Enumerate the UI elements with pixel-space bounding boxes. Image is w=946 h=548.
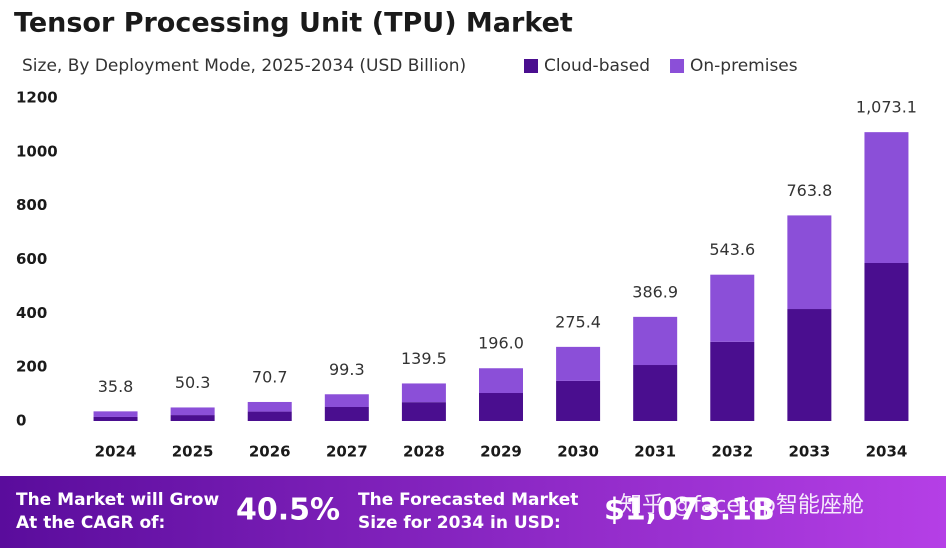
- x-tick-label: 2024: [95, 443, 137, 461]
- legend-label: Cloud-based: [544, 56, 650, 76]
- total-label: 543.6: [709, 240, 755, 259]
- x-tick-label: 2028: [403, 443, 445, 461]
- bar-segment: [710, 341, 755, 421]
- total-label: 763.8: [786, 181, 832, 200]
- total-label: 196.0: [478, 334, 524, 353]
- footer-value: $1,073.1B: [604, 493, 775, 528]
- bar-segment: [864, 132, 909, 263]
- bar-segment: [401, 402, 446, 421]
- y-tick-label: 0: [16, 412, 26, 430]
- total-label: 1,073.1: [856, 98, 917, 117]
- bar-segment: [633, 316, 678, 366]
- x-tick-label: 2031: [634, 443, 676, 461]
- legend-swatch: [670, 59, 685, 73]
- total-label: 50.3: [175, 373, 211, 392]
- legend: Cloud-based On-premises: [524, 56, 798, 76]
- chart-title: Tensor Processing Unit (TPU) Market: [14, 8, 573, 39]
- bar-segment: [324, 407, 369, 421]
- bar-segment: [787, 309, 832, 421]
- bar-segment: [556, 380, 601, 421]
- total-label: 275.4: [555, 312, 601, 331]
- y-tick-label: 600: [16, 250, 47, 268]
- x-tick-label: 2032: [711, 443, 753, 461]
- x-tick-label: 2034: [866, 443, 908, 461]
- bar-segment: [787, 215, 832, 310]
- y-tick-label: 1200: [16, 89, 58, 107]
- total-label: 70.7: [252, 367, 288, 386]
- bar-segment: [633, 365, 678, 421]
- footer-value: 40.5%: [236, 493, 340, 528]
- plot-area: 0 200 400 600 800 1000 1200 2024 35.8 2025 50.3 202…: [16, 89, 917, 461]
- total-label: 35.8: [98, 377, 134, 396]
- y-tick-label: 200: [16, 358, 47, 376]
- bar-segment: [247, 401, 292, 412]
- legend-label: On-premises: [690, 56, 798, 76]
- bar-segment: [556, 346, 601, 381]
- chart-subtitle: Size, By Deployment Mode, 2025-2034 (USD…: [22, 56, 466, 76]
- legend-swatch: [524, 59, 538, 73]
- x-tick-label: 2027: [326, 443, 368, 461]
- bar-segment: [710, 274, 755, 342]
- total-label: 139.5: [401, 349, 447, 368]
- footer-text: The Forecasted Market: [358, 490, 578, 510]
- x-tick-label: 2033: [788, 443, 830, 461]
- x-tick-label: 2029: [480, 443, 522, 461]
- footer-text: At the CAGR of:: [16, 513, 165, 533]
- x-tick-label: 2026: [249, 443, 291, 461]
- bar-segment: [247, 411, 292, 421]
- footer-banner: [0, 476, 946, 548]
- x-tick-label: 2030: [557, 443, 599, 461]
- bar-segment: [864, 262, 909, 421]
- x-tick-label: 2025: [172, 443, 214, 461]
- bar-segment: [93, 411, 138, 417]
- bar-segment: [93, 416, 138, 421]
- footer-text: Size for 2034 in USD:: [358, 513, 561, 533]
- watermark: 知乎 @facetop智能座舱: [620, 493, 864, 518]
- bar-segment: [479, 368, 523, 394]
- footer-text: The Market will Grow: [16, 490, 219, 510]
- bar-segment: [401, 383, 446, 403]
- bar-segment: [324, 394, 369, 408]
- bar-segment: [170, 407, 215, 416]
- y-tick-label: 400: [16, 304, 47, 322]
- total-label: 386.9: [632, 282, 678, 301]
- bar-segment: [479, 393, 523, 421]
- total-label: 99.3: [329, 360, 365, 379]
- y-tick-label: 1000: [16, 142, 58, 160]
- bar-segment: [170, 415, 215, 421]
- y-tick-label: 800: [16, 196, 47, 214]
